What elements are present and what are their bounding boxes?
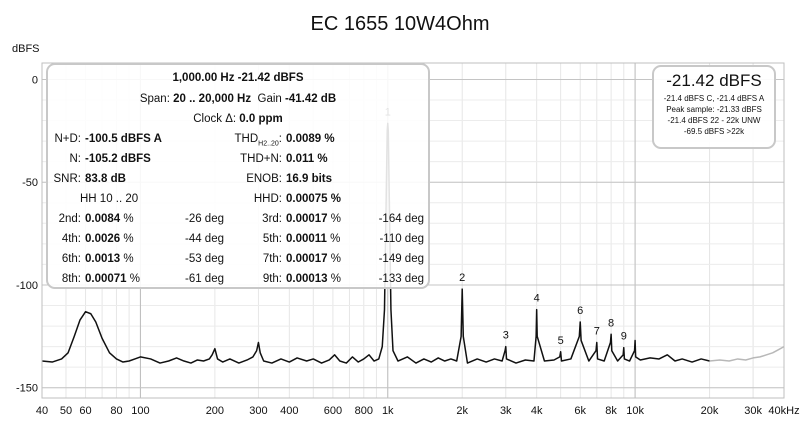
span-value: 20 .. 20,000 Hz	[173, 93, 252, 105]
h9-phase: -133 deg	[378, 273, 424, 285]
x-tick-label: 4k	[531, 405, 543, 417]
gain-value: -41.42 dB	[285, 93, 337, 105]
measurement-panel: 1,000.00 Hz -21.42 dBFS Span: 20 .. 20,0…	[46, 63, 430, 289]
x-tick-label: 1k	[382, 405, 394, 417]
hh-label: HH 10 .. 20	[80, 193, 139, 205]
hhd-label: HHD:	[253, 193, 282, 205]
thdn-label: THD+N:	[240, 153, 282, 165]
n-label: N:	[69, 153, 82, 165]
x-tick-label: 800	[355, 405, 373, 417]
h5-label: 5th:	[262, 233, 282, 245]
h6-label: 6th:	[61, 253, 81, 265]
harmonic-label: 9	[621, 331, 627, 343]
harmonic-label: 6	[577, 305, 583, 317]
x-tick-label: 60	[79, 405, 91, 417]
clock-label: Clock Δ:	[193, 113, 237, 125]
h4-label: 4th:	[61, 233, 81, 245]
h8-label: 8th:	[61, 273, 81, 285]
spectrum-series	[41, 122, 785, 364]
level-readout-line: -21.4 dBFS C, -21.4 dBFS A	[663, 94, 765, 103]
level-readout-line: Peak sample: -21.33 dBFS	[666, 105, 762, 114]
h6-value: 0.0013 %	[85, 253, 134, 265]
x-tick-label: 100	[131, 405, 149, 417]
x-tick-label: 400	[280, 405, 298, 417]
thd-value: 0.0089 %	[286, 133, 335, 145]
y-tick-label: -150	[16, 383, 38, 395]
x-tick-label: 80	[110, 405, 122, 417]
enob-value: 16.9 bits	[286, 173, 333, 185]
chart-title: EC 1655 10W4Ohm	[311, 13, 490, 35]
enob-label: ENOB:	[246, 173, 282, 185]
h3-label: 3rd:	[262, 213, 282, 225]
harmonic-label: 7	[594, 326, 600, 338]
harmonic-label: 2	[459, 272, 465, 284]
x-tick-label: 300	[249, 405, 267, 417]
level-readout-main: -21.42 dBFS	[666, 71, 762, 90]
level-readout-line: -21.4 dBFS 22 - 22k UNW	[667, 116, 761, 125]
x-tick-label: 40	[36, 405, 48, 417]
h4-value: 0.0026 %	[85, 233, 134, 245]
snr-value: 83.8 dB	[85, 173, 126, 185]
n-value: -105.2 dBFS	[85, 153, 151, 165]
level-readout-box: -21.42 dBFS -21.4 dBFS C, -21.4 dBFS A P…	[652, 65, 776, 149]
x-tick-label: 40kHz	[768, 405, 799, 417]
h4-phase: -44 deg	[184, 233, 224, 245]
h9-label: 9th:	[262, 273, 282, 285]
h7-phase: -149 deg	[378, 253, 424, 265]
snr-label: SNR:	[53, 173, 81, 185]
x-tick-label: 600	[324, 405, 342, 417]
level-readout-line: -69.5 dBFS >22k	[683, 127, 745, 136]
span-gain-line: Span: 20 .. 20,000 Hz Gain -41.42 dB	[48, 93, 428, 105]
x-tick-label: 20k	[701, 405, 719, 417]
h3-value: 0.00017 %	[286, 213, 341, 225]
h8-value: 0.00071 %	[85, 273, 140, 285]
y-tick-label: -50	[22, 177, 38, 189]
x-tick-label: 200	[206, 405, 224, 417]
x-axis-ticks: 40 50 60 80 100 200 300 400 600 800 1k 2k 3k 4k 6k 8k 10…	[36, 405, 800, 417]
x-tick-label: 50	[60, 405, 72, 417]
harmonic-label: 5	[558, 335, 564, 347]
h5-value: 0.00011 %	[286, 233, 341, 245]
gain-label: Gain	[257, 93, 282, 105]
thdn-value: 0.011 %	[286, 153, 328, 165]
x-tick-label: 2k	[456, 405, 468, 417]
y-axis-label: dBFS	[12, 43, 40, 55]
h2-label: 2nd:	[58, 213, 81, 225]
series-line-2	[709, 345, 785, 362]
h2-value: 0.0084 %	[85, 213, 134, 225]
h5-phase: -110 deg	[379, 233, 424, 245]
nd-label: N+D:	[54, 133, 81, 145]
h2-phase: -26 deg	[184, 213, 224, 225]
clock-line: Clock Δ: 0.0 ppm	[48, 113, 428, 125]
harmonic-label: 8	[608, 317, 614, 329]
harmonic-label: 4	[534, 293, 540, 305]
x-tick-label: 6k	[574, 405, 586, 417]
h6-phase: -53 deg	[184, 253, 224, 265]
x-tick-label: 8k	[605, 405, 617, 417]
x-tick-label: 30k	[744, 405, 762, 417]
series-line-1	[41, 122, 710, 364]
h7-value: 0.00017 %	[286, 253, 341, 265]
x-tick-label: 10k	[626, 405, 644, 417]
y-axis-ticks: 0 -50 -100 -150	[16, 74, 38, 394]
hhd-value: 0.00075 %	[286, 193, 341, 205]
h3-phase: -164 deg	[378, 213, 424, 225]
span-label: Span:	[139, 93, 170, 105]
thd-label: THDH2..20:	[234, 133, 282, 148]
y-tick-label: -100	[16, 280, 38, 292]
fundamental-readout: 1,000.00 Hz -21.42 dBFS	[172, 72, 304, 84]
clock-value: 0.0 ppm	[239, 113, 283, 125]
harmonic-label: 3	[503, 330, 509, 342]
h8-phase: -61 deg	[184, 273, 224, 285]
nd-value: -100.5 dBFS A	[85, 133, 162, 145]
h9-value: 0.00013 %	[286, 273, 341, 285]
h7-label: 7th:	[262, 253, 282, 265]
x-tick-label: 3k	[500, 405, 512, 417]
y-tick-label: 0	[32, 74, 38, 86]
